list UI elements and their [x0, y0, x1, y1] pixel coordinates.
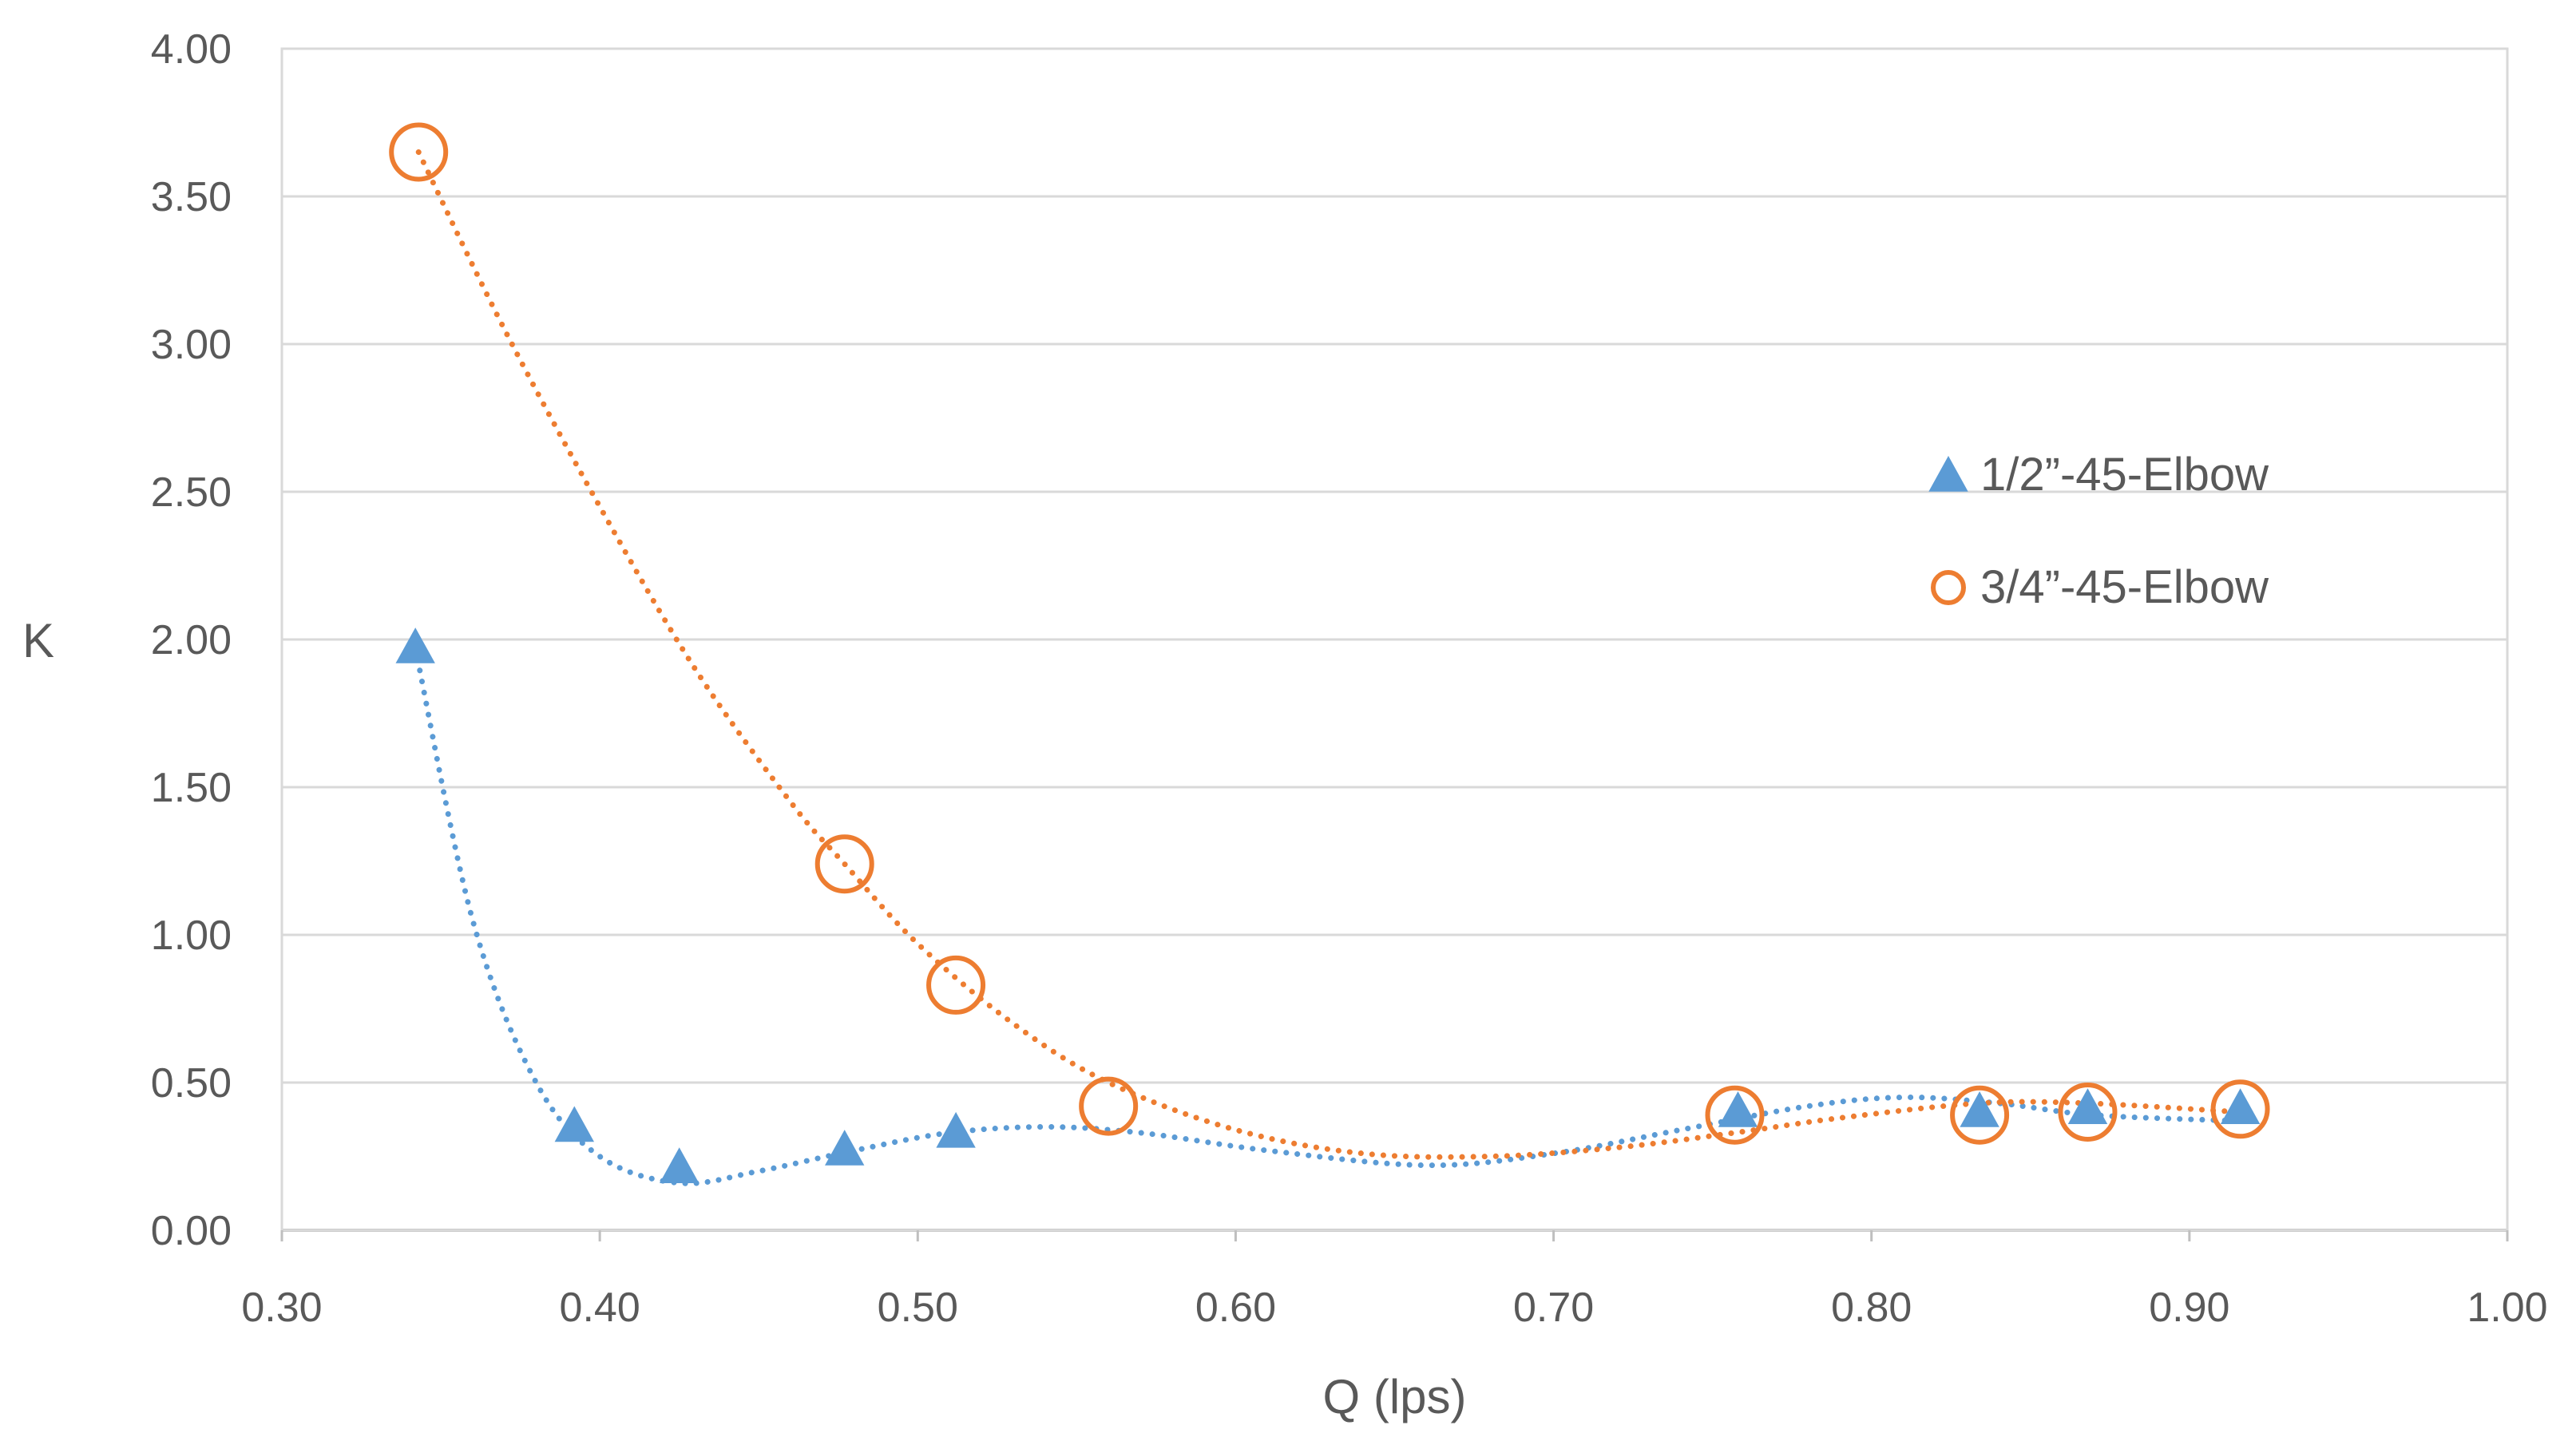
- trendline-series-2: [415, 149, 2244, 1160]
- x-axis-tick-labels: 0.30 0.40 0.50 0.60 0.70 0.80 0.90 1.00: [241, 1230, 2548, 1331]
- legend-entry-series-1: 1/2”-45-Elbow: [1928, 449, 2269, 501]
- data-point-circle: [1950, 1085, 2010, 1145]
- x-tick-label: 0.70: [1513, 1285, 1594, 1331]
- trendline-series-1: [412, 645, 2244, 1186]
- y-tick-label: 3.50: [151, 174, 232, 220]
- legend-label: 1/2”-45-Elbow: [1980, 449, 2269, 501]
- x-tick-label: 0.90: [2149, 1285, 2229, 1331]
- y-tick-label: 0.00: [151, 1208, 232, 1254]
- y-tick-label: 0.50: [151, 1060, 232, 1107]
- y-tick-label: 2.50: [151, 469, 232, 516]
- data-point-circle: [1079, 1076, 1139, 1136]
- legend-entry-series-2: 3/4”-45-Elbow: [1931, 561, 2269, 613]
- legend: 1/2”-45-Elbow 3/4”-45-Elbow: [1928, 449, 2269, 613]
- y-tick-label: 1.50: [151, 765, 232, 811]
- x-axis-title: Q (lps): [1323, 1370, 1467, 1423]
- data-point-circle: [814, 834, 874, 894]
- data-point-circle: [926, 955, 986, 1015]
- legend-circle-marker: [1931, 570, 1966, 605]
- data-point-triangle: [936, 1111, 976, 1148]
- x-tick-label: 0.80: [1831, 1285, 1912, 1331]
- data-point-triangle: [1960, 1091, 1999, 1127]
- plot-area-border: [280, 47, 2509, 1232]
- y-tick-label: 1.00: [151, 913, 232, 959]
- legend-triangle-marker: [1928, 456, 1968, 492]
- y-tick-label: 3.00: [151, 322, 232, 368]
- y-axis-tick-labels: 0.00 0.50 1.00 1.50 2.00 2.50 3.00 3.50 4.00: [151, 26, 232, 1254]
- x-tick-label: 0.50: [878, 1285, 958, 1331]
- data-point-circle: [389, 122, 449, 182]
- x-tick-label: 0.60: [1195, 1285, 1276, 1331]
- x-tick-label: 0.30: [241, 1285, 322, 1331]
- y-tick-label: 2.00: [151, 617, 232, 663]
- x-tick-label: 1.00: [2467, 1285, 2547, 1331]
- data-point-triangle: [2067, 1088, 2108, 1124]
- data-point-triangle: [1718, 1091, 1758, 1127]
- gridlines: [282, 47, 2507, 1232]
- y-axis-title: K: [22, 614, 54, 667]
- data-point-triangle: [395, 628, 435, 663]
- legend-label: 3/4”-45-Elbow: [1980, 561, 2269, 613]
- data-point-triangle: [660, 1147, 699, 1183]
- data-point-triangle: [825, 1130, 865, 1166]
- data-point-circle: [2210, 1079, 2270, 1139]
- x-tick-label: 0.40: [560, 1285, 640, 1331]
- data-point-circle: [2058, 1083, 2118, 1142]
- trendlines: [412, 149, 2244, 1186]
- data-point-circle: [1705, 1085, 1765, 1145]
- data-point-triangle: [554, 1106, 594, 1142]
- data-markers: [389, 122, 2270, 1183]
- data-point-triangle: [2220, 1088, 2261, 1124]
- y-tick-label: 4.00: [151, 26, 232, 73]
